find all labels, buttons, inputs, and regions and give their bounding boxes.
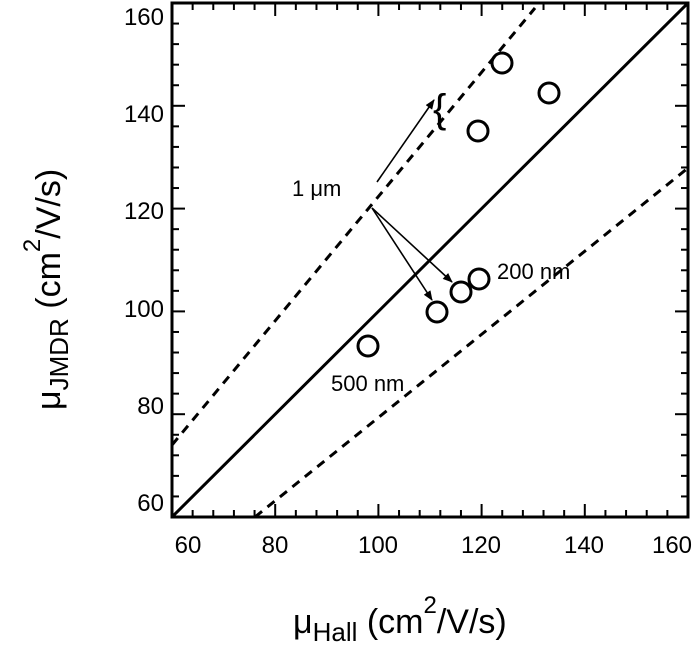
reference-lines xyxy=(172,3,688,517)
annotation-500nm: 500 nm xyxy=(331,371,404,396)
line-y-equals-x xyxy=(172,3,688,517)
data-points xyxy=(356,51,561,358)
svg-text:160: 160 xyxy=(652,532,692,559)
data-point xyxy=(490,51,514,75)
svg-text:120: 120 xyxy=(461,532,501,559)
data-point xyxy=(467,267,491,291)
svg-text:60: 60 xyxy=(137,490,164,517)
svg-text:80: 80 xyxy=(137,393,164,420)
svg-text:140: 140 xyxy=(564,532,604,559)
svg-text:100: 100 xyxy=(358,532,398,559)
data-point xyxy=(466,119,490,143)
annotation-200nm: 200 nm xyxy=(497,259,570,284)
svg-text:60: 60 xyxy=(175,532,202,559)
y-axis-label: μJMDR (cm2/V/s) xyxy=(19,169,74,410)
svg-text:80: 80 xyxy=(262,532,289,559)
svg-text:120: 120 xyxy=(124,198,164,225)
line-lower-dashed xyxy=(254,166,688,517)
x-axis-label: μHall (cm2/V/s) xyxy=(293,592,507,647)
data-point xyxy=(449,280,473,304)
annotation-brace: { xyxy=(433,87,446,131)
y-tick-labels: 60 80 100 120 140 160 xyxy=(124,4,164,517)
svg-text:160: 160 xyxy=(124,4,164,31)
svg-text:100: 100 xyxy=(124,296,164,323)
x-tick-labels: 60 80 100 120 140 160 xyxy=(175,532,692,559)
data-point xyxy=(356,334,380,358)
svg-text:140: 140 xyxy=(124,101,164,128)
data-point xyxy=(425,300,449,324)
annotation-arrows xyxy=(371,99,453,301)
annotation-1um: 1 μm xyxy=(292,176,341,201)
plot-frame xyxy=(170,1,690,519)
data-point xyxy=(537,81,561,105)
axis-ticks xyxy=(171,2,689,518)
